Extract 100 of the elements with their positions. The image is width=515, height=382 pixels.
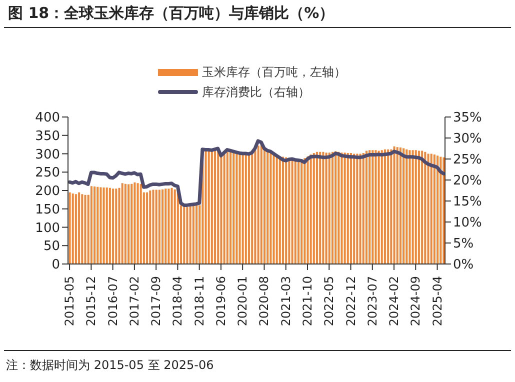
x-tick-label: 2015-12	[84, 276, 98, 326]
bar	[195, 205, 198, 264]
bar	[384, 149, 386, 264]
bar	[232, 152, 235, 264]
bar	[406, 149, 408, 264]
x-tick-label: 2024-09	[408, 276, 423, 326]
y-tick-label: 300	[35, 147, 60, 162]
bar	[380, 150, 383, 264]
bar	[93, 186, 96, 264]
bar	[393, 146, 396, 264]
x-tick-label: 2018-04	[170, 276, 185, 326]
y2-tick-label: 20%	[453, 174, 482, 189]
bar	[170, 188, 173, 264]
y2-tick-label: 25%	[453, 152, 482, 168]
y-tick-label: 250	[35, 166, 60, 181]
bar	[316, 152, 318, 264]
bar	[387, 149, 390, 264]
bar	[270, 152, 272, 264]
x-tick-label: 2019-06	[214, 276, 228, 326]
bar	[102, 188, 105, 264]
y-tick-label: 200	[35, 184, 60, 200]
bar	[136, 183, 139, 264]
y2-tick-label: 0%	[453, 258, 474, 273]
bar	[440, 156, 442, 264]
bar	[430, 154, 432, 264]
bar	[68, 192, 71, 264]
bar	[396, 147, 398, 264]
bar	[276, 156, 278, 264]
bar	[248, 154, 250, 264]
chart-title: 图 18：全球玉米库存（百万吨）与库销比（%）	[8, 4, 334, 23]
bar	[149, 190, 152, 264]
x-tick-label: 2015-05	[62, 276, 77, 326]
bar	[304, 158, 306, 264]
legend-label: 库存消费比（右轴）	[202, 84, 310, 100]
bar	[158, 190, 160, 264]
bar	[186, 207, 188, 264]
bar	[402, 148, 405, 264]
bar	[272, 154, 275, 264]
bar	[214, 150, 216, 264]
bar	[418, 150, 420, 264]
bar	[168, 188, 170, 264]
bar	[220, 156, 222, 264]
bar	[362, 153, 364, 264]
bar	[356, 154, 358, 264]
bar	[238, 154, 241, 264]
bar	[229, 152, 232, 264]
bar	[285, 157, 288, 264]
bar	[192, 206, 194, 264]
bar	[189, 206, 192, 264]
y2-tick-label: 5%	[453, 236, 474, 252]
bar	[338, 152, 340, 264]
bar	[306, 156, 309, 264]
bar	[121, 183, 124, 264]
bar	[140, 184, 142, 264]
bar	[204, 150, 207, 264]
y-tick-label: 50	[43, 239, 60, 254]
y-tick-label: 150	[35, 202, 60, 218]
bar	[294, 160, 296, 264]
bar	[266, 150, 269, 264]
bar	[124, 184, 126, 264]
bar	[263, 148, 266, 264]
x-tick-label: 2020-01	[236, 276, 250, 326]
bar	[365, 150, 368, 264]
bar	[134, 182, 136, 264]
bar	[208, 151, 210, 264]
bar	[115, 188, 118, 264]
bar	[155, 190, 158, 264]
y2-tick-label: 30%	[453, 132, 482, 147]
bar	[257, 146, 260, 264]
bar	[433, 154, 436, 264]
bar	[372, 150, 374, 264]
bar	[244, 154, 247, 264]
bar	[359, 154, 362, 264]
bar	[312, 153, 315, 264]
bar	[399, 148, 402, 264]
y-tick-label: 400	[35, 110, 60, 126]
bar	[108, 188, 111, 264]
bar	[78, 192, 80, 264]
bar	[344, 152, 346, 264]
bar	[112, 188, 114, 264]
bar	[368, 150, 371, 264]
bar	[408, 150, 411, 264]
bar	[282, 156, 284, 264]
bar	[378, 150, 380, 264]
bar	[325, 152, 328, 264]
bar	[424, 152, 426, 264]
bar	[74, 194, 77, 264]
bar	[414, 150, 417, 264]
bar	[226, 152, 228, 264]
bar	[161, 189, 164, 264]
bar	[90, 186, 92, 264]
x-tick-label: 2023-07	[365, 276, 380, 326]
x-tick-label: 2022-12	[344, 276, 358, 326]
bar	[412, 150, 414, 264]
bar	[217, 150, 220, 264]
legend-label: 玉米库存（百万吨，左轴）	[202, 64, 346, 80]
bar	[322, 152, 324, 264]
y2-tick-label: 35%	[453, 110, 482, 126]
x-tick-label: 2021-10	[300, 276, 314, 326]
bar	[421, 150, 424, 264]
